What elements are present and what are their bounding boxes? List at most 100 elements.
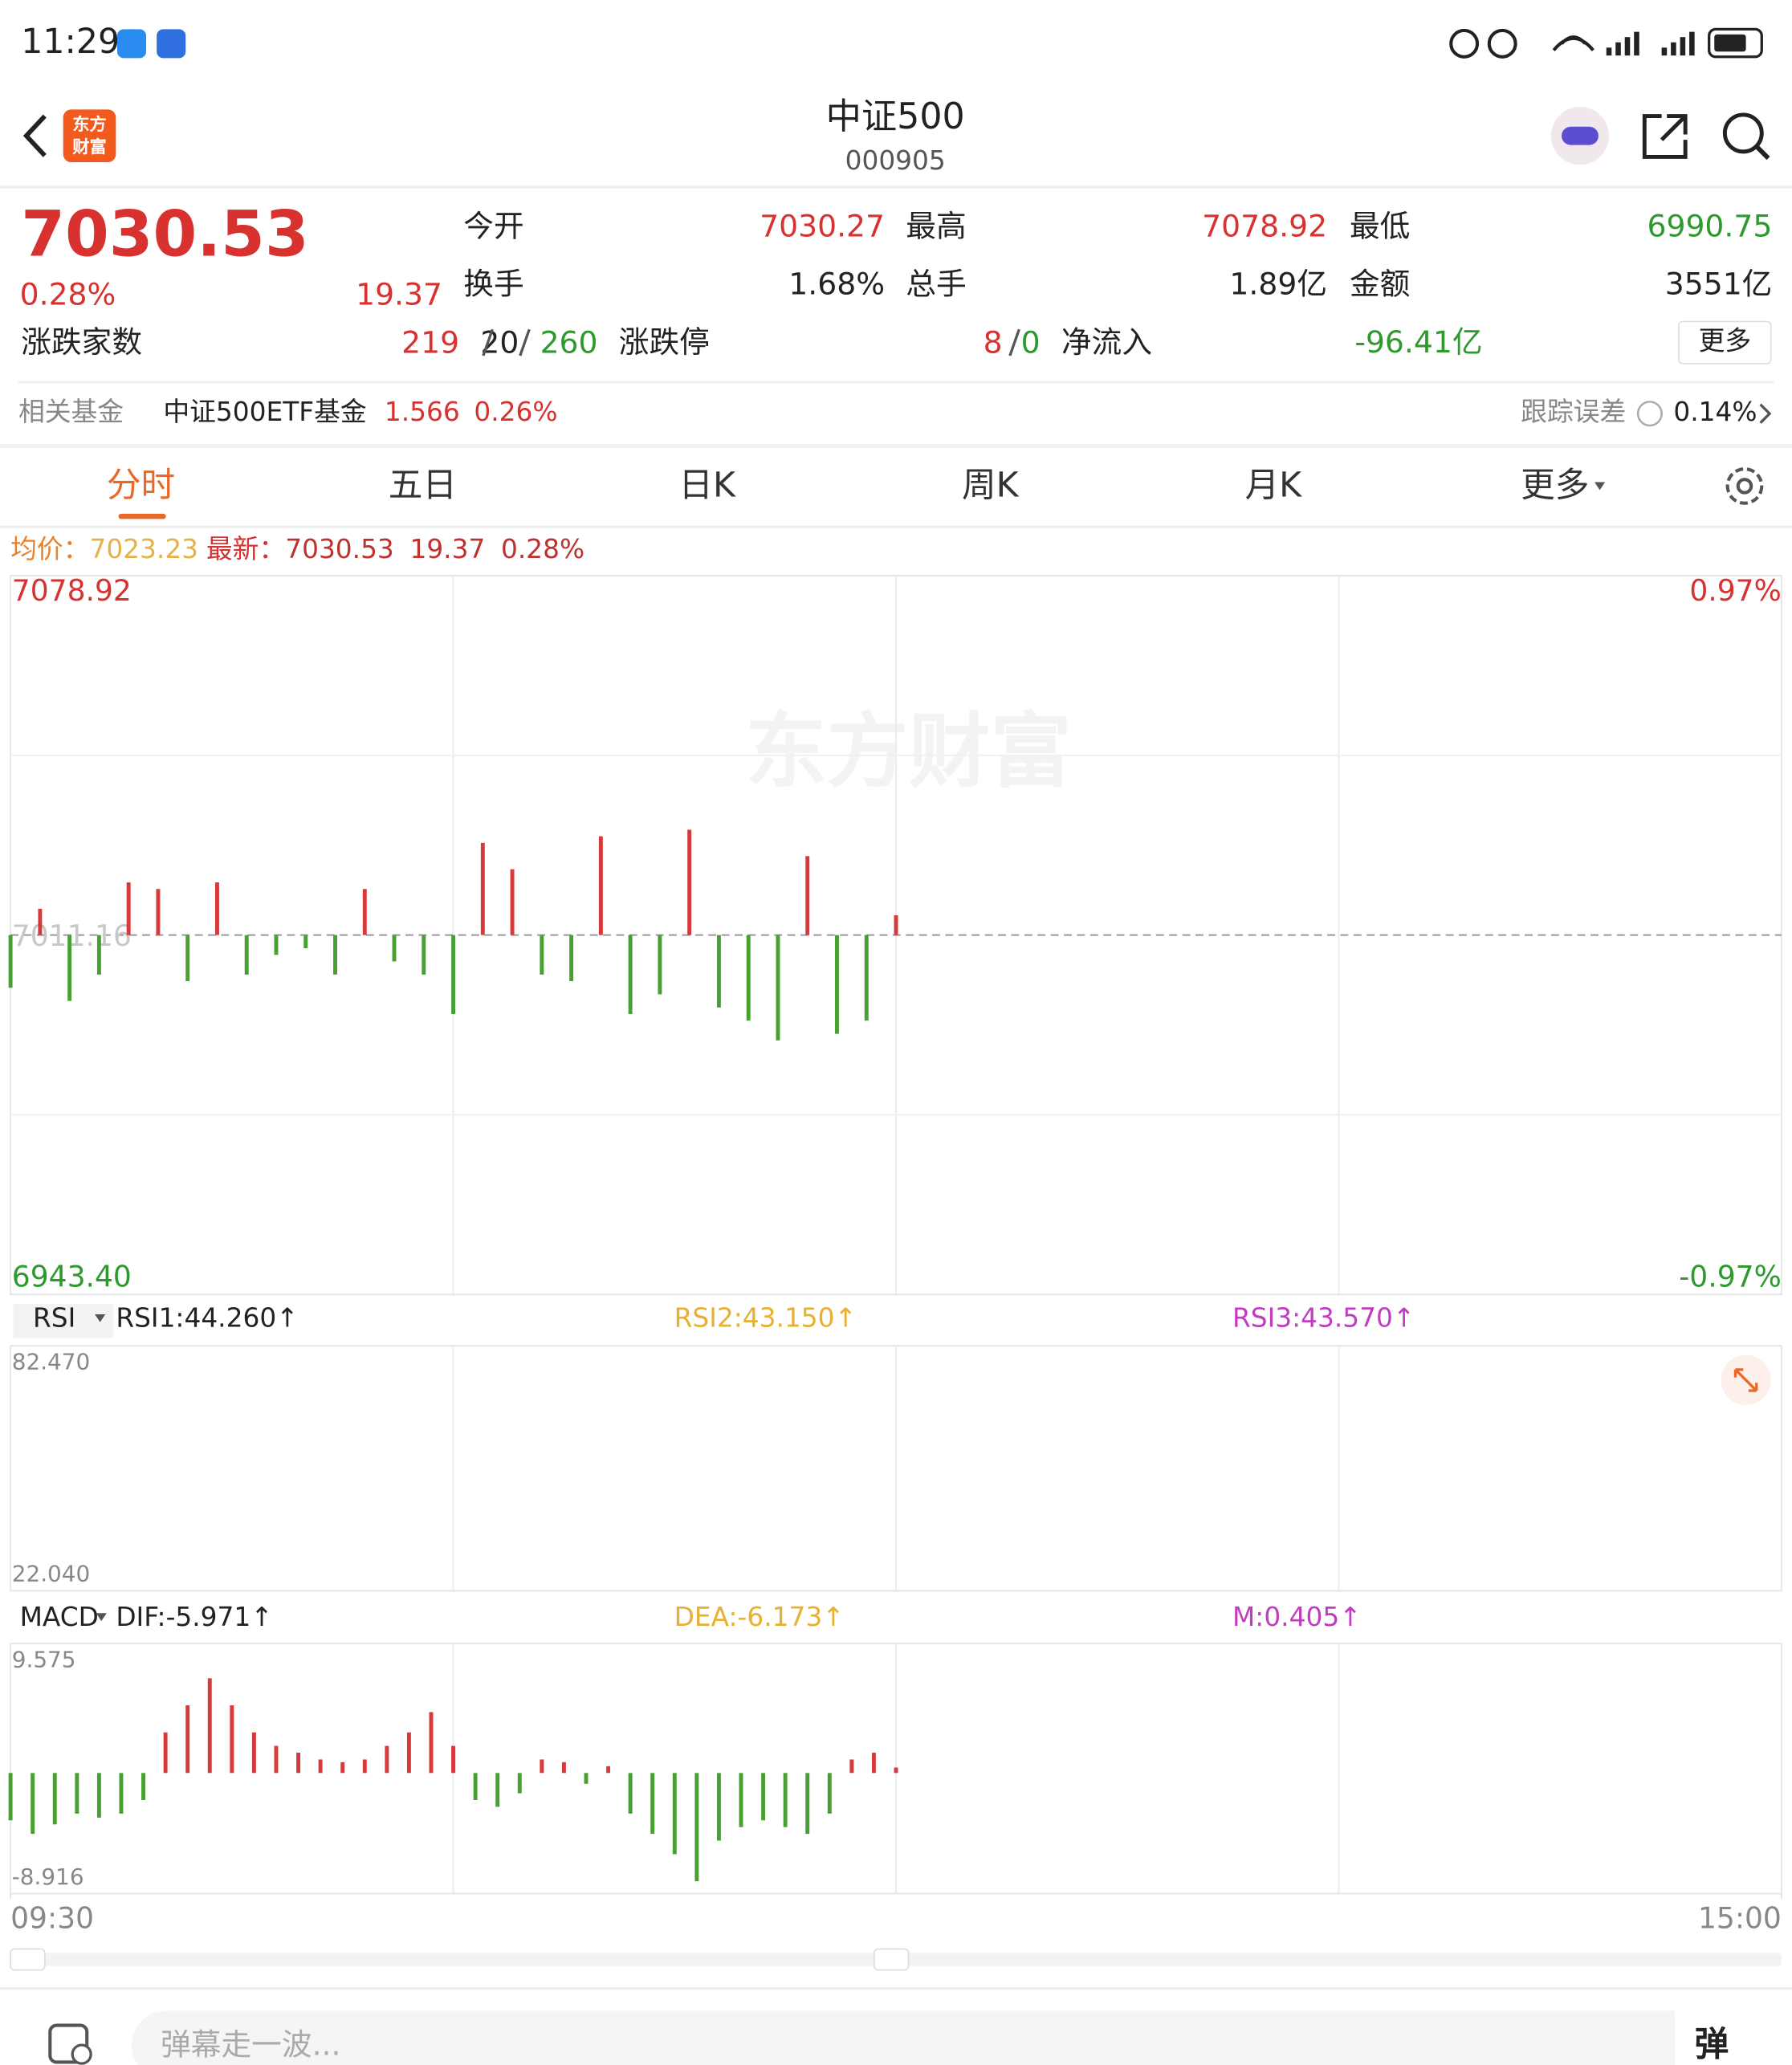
inflow-value: -96.41亿: [1354, 324, 1482, 360]
bar: [119, 1773, 124, 1814]
bar: [31, 1773, 35, 1835]
bar: [606, 1766, 611, 1774]
x-tick-label: 15:00: [1698, 1901, 1782, 1935]
series-legend: M:0.405↑: [1232, 1602, 1362, 1632]
bar: [716, 935, 721, 1008]
indicator-select[interactable]: [13, 1303, 114, 1338]
bar: [163, 1732, 168, 1774]
bar: [67, 935, 72, 1001]
more-button[interactable]: [1678, 320, 1772, 365]
avg-legend-label: 均价：: [10, 534, 89, 564]
bar: [739, 1773, 743, 1827]
breadth-flat: 20: [480, 324, 519, 360]
breadth-label: 涨跌家数: [21, 324, 142, 360]
tab[interactable]: 更多: [1521, 466, 1589, 506]
tracking-error-value: 0.14%: [1673, 397, 1757, 427]
fund-name[interactable]: 中证500ETF基金: [163, 397, 366, 427]
input-placeholder: 弹幕走一波...: [161, 2026, 340, 2062]
bar: [495, 1773, 500, 1807]
bar: [8, 1773, 13, 1821]
bar: [894, 1767, 898, 1774]
help-icon[interactable]: [1636, 401, 1663, 427]
stat-label: 金额: [1350, 267, 1410, 302]
bar: [185, 935, 190, 982]
danmaku-label: 弹: [1695, 2024, 1729, 2064]
quote-stats: 今开 7030.27 最高 7078.92 最低 6990.75 换手 1.68% 总手 1.89…: [463, 208, 1772, 301]
y-tick-label: 6943.40: [12, 1261, 132, 1294]
bar: [510, 869, 515, 935]
bar: [214, 882, 219, 935]
notification-icon: [157, 29, 186, 59]
bar: [584, 1773, 589, 1784]
y2-tick-label: 0.97%: [1689, 574, 1782, 608]
bar: [672, 1773, 677, 1855]
bar: [540, 935, 544, 975]
chevron: [1759, 403, 1772, 424]
tab[interactable]: 分时: [107, 466, 175, 506]
y-tick-label: 7011.16: [12, 919, 132, 953]
last-legend-value: 7030.53: [285, 534, 394, 564]
bar: [805, 856, 810, 935]
bar: [274, 1745, 279, 1774]
tab[interactable]: 五日: [389, 466, 457, 506]
indicator-name: MACD: [20, 1602, 99, 1632]
page-title: 中证500: [826, 96, 965, 137]
separator: [1008, 328, 1020, 356]
bar: [650, 1773, 655, 1835]
indicator-name: RSI: [33, 1303, 75, 1334]
stat-value: 1.68%: [788, 267, 885, 302]
last-price: 7030.53: [21, 198, 308, 271]
bar: [392, 935, 397, 962]
comment-list-button[interactable]: [48, 2023, 92, 2065]
indicator-select[interactable]: [13, 1603, 114, 1637]
series-legend: DEA:-6.173↑: [674, 1602, 845, 1632]
share-button[interactable]: [1642, 114, 1688, 159]
last-legend-label: 最新：: [206, 534, 285, 564]
bar: [451, 1745, 456, 1774]
bar: [230, 1705, 234, 1774]
limit-up: 8: [984, 324, 1003, 360]
bar: [598, 836, 603, 935]
bar: [569, 935, 574, 982]
y-tick-label: 82.470: [12, 1349, 90, 1375]
tab[interactable]: 日K: [678, 466, 736, 506]
range-handle[interactable]: [874, 1948, 910, 1971]
y-tick-label: 22.040: [12, 1561, 90, 1587]
tab-indicator: [118, 513, 166, 519]
range-handle[interactable]: [10, 1948, 46, 1971]
y-tick-label: 9.575: [12, 1646, 76, 1672]
stat-label: 总手: [906, 267, 966, 302]
fund-label: 相关基金: [18, 397, 124, 427]
stat-label: 最高: [906, 208, 966, 243]
series-legend: RSI3:43.570↑: [1232, 1303, 1415, 1334]
search-button[interactable]: [1722, 112, 1770, 161]
stat-value: 7078.92: [1202, 208, 1327, 243]
dropdown-arrow: [1594, 482, 1606, 491]
watermark: 东方财富: [745, 704, 1072, 799]
section-gap: [0, 443, 1792, 448]
breadth-down: 260: [540, 324, 598, 360]
avg-legend-value: 7023.23: [89, 534, 198, 564]
separator: [482, 328, 531, 356]
chart-tabs: 分时 五日 日K 周K 月K 更多: [107, 466, 1590, 506]
change-legend-value: 19.37: [409, 534, 485, 564]
expand-button[interactable]: [1721, 1354, 1771, 1406]
y2-tick-label: -0.97%: [1679, 1261, 1782, 1294]
bar: [274, 935, 279, 955]
danmaku-button[interactable]: [1675, 2010, 1758, 2065]
back-button[interactable]: [22, 114, 47, 157]
bar: [96, 935, 101, 975]
comment-input[interactable]: [132, 2010, 1758, 2065]
series-legend: RSI1:44.260↑: [116, 1303, 298, 1334]
bar: [894, 915, 898, 935]
bar: [561, 1762, 566, 1774]
bar: [761, 1773, 766, 1821]
assistant-icon: [1562, 126, 1599, 145]
bar: [251, 1732, 256, 1774]
bar: [628, 935, 633, 1015]
tab[interactable]: 月K: [1245, 466, 1303, 506]
stat-value: 6990.75: [1647, 208, 1772, 243]
tab[interactable]: 周K: [962, 466, 1020, 506]
settings-button[interactable]: [1725, 467, 1764, 505]
